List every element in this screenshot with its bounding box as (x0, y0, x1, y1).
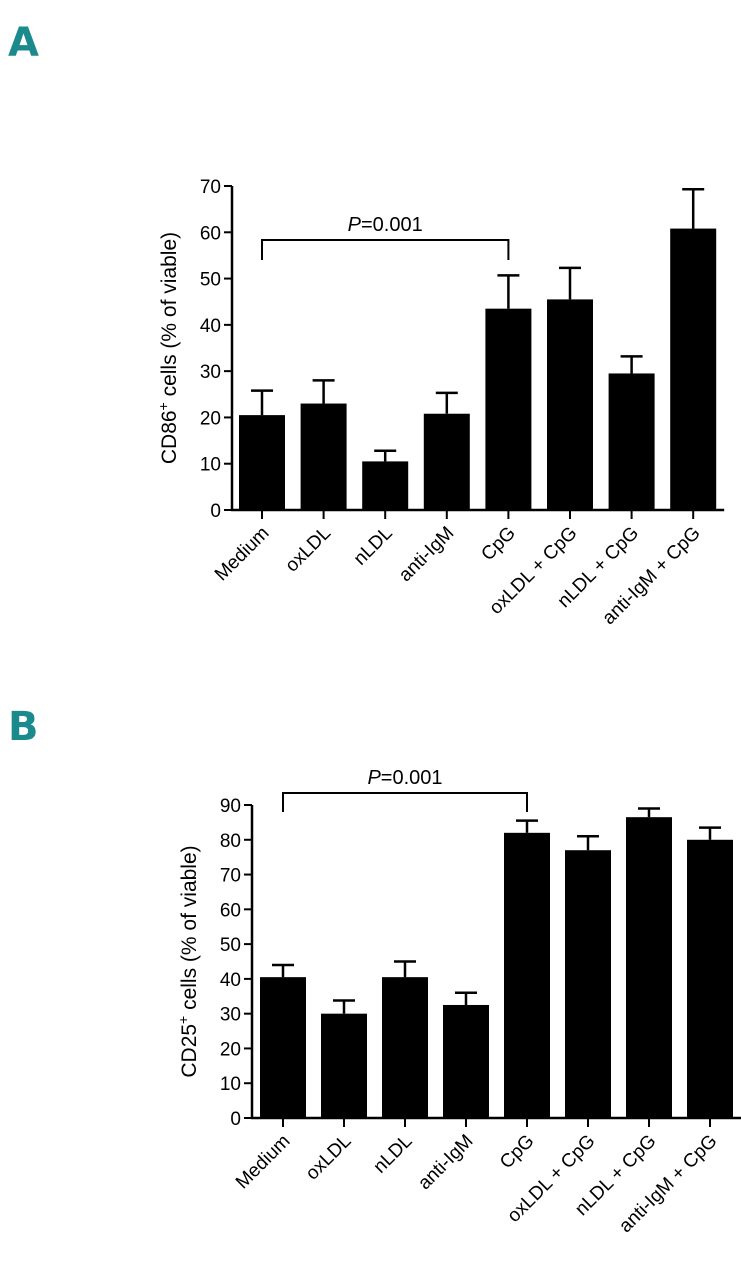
y-tick-label: 0 (210, 501, 221, 522)
y-axis-title-sup: + (175, 1016, 191, 1024)
category-label: nLDL (370, 1131, 417, 1178)
category-label: Medium (211, 523, 274, 586)
category-label: anti-IgM (395, 523, 458, 586)
p-value-symbol: P (348, 214, 362, 236)
y-tick-label: 50 (220, 935, 241, 956)
category-label: oxLDL (302, 1131, 356, 1185)
significance-bracket (261, 239, 510, 260)
y-tick-label: 40 (220, 970, 241, 991)
category-label: nLDL (350, 523, 397, 570)
y-tick-label: 60 (220, 900, 241, 921)
y-axis-title-rest: cells (% of viable) (158, 232, 181, 402)
y-tick-label: 0 (230, 1109, 241, 1130)
y-tick-label: 70 (220, 866, 241, 887)
bar (670, 228, 717, 510)
y-tick-label: 60 (200, 223, 221, 244)
panel-letter: B (8, 704, 39, 750)
bar (626, 817, 672, 1118)
bar (260, 977, 306, 1118)
y-axis-title-main: CD25 (178, 1024, 201, 1078)
bar (504, 832, 550, 1118)
bar (239, 415, 285, 510)
y-tick-label: 90 (220, 796, 241, 817)
p-value-symbol: P (367, 767, 381, 789)
y-tick-label: 30 (200, 362, 221, 383)
bar (423, 413, 470, 510)
y-axis-title: CD86+ cells (% of viable) (155, 232, 181, 464)
category-label: Medium (232, 1131, 295, 1194)
p-value-label: P=0.001 (367, 767, 442, 789)
bar (443, 1004, 489, 1118)
p-value-number: =0.001 (381, 767, 443, 789)
bar (382, 977, 428, 1118)
bar (321, 1013, 367, 1118)
panel-a: A 0 10 20 30 40 50 60 70 CD86+ cells (% of viable… (8, 20, 725, 629)
y-axis-title-main: CD86 (158, 410, 181, 464)
y-axis-title-sup: + (155, 402, 171, 410)
panel-letter: A (8, 20, 39, 66)
category-label: anti-IgM (414, 1131, 477, 1194)
category-label: oxLDL (281, 523, 335, 577)
y-tick-label: 20 (220, 1039, 241, 1060)
p-value-label: P=0.001 (348, 214, 423, 236)
y-tick-label: 10 (220, 1074, 241, 1095)
y-tick-label: 10 (200, 455, 221, 476)
bar (547, 299, 593, 510)
y-tick-label: 40 (200, 316, 221, 337)
category-label: CpG (496, 1131, 538, 1173)
y-tick-label: 30 (220, 1005, 241, 1026)
bar (687, 839, 733, 1118)
bar (485, 308, 532, 510)
category-label: CpG (477, 523, 519, 565)
y-tick-label: 20 (200, 408, 221, 429)
y-tick-label: 80 (220, 831, 241, 852)
panel-b: B 0 10 20 30 40 50 60 70 80 90 CD25+ cells (% of vi… (8, 704, 741, 1237)
significance-bracket (282, 792, 528, 812)
bar (300, 403, 347, 510)
bar (565, 850, 611, 1118)
p-value-number: =0.001 (361, 214, 423, 236)
bar (362, 461, 409, 510)
y-axis-title-rest: cells (% of viable) (178, 845, 201, 1015)
y-axis-title: CD25+ cells (% of viable) (175, 845, 201, 1077)
y-tick-label: 70 (200, 177, 221, 198)
y-tick-label: 50 (200, 270, 221, 291)
bar (608, 373, 655, 510)
